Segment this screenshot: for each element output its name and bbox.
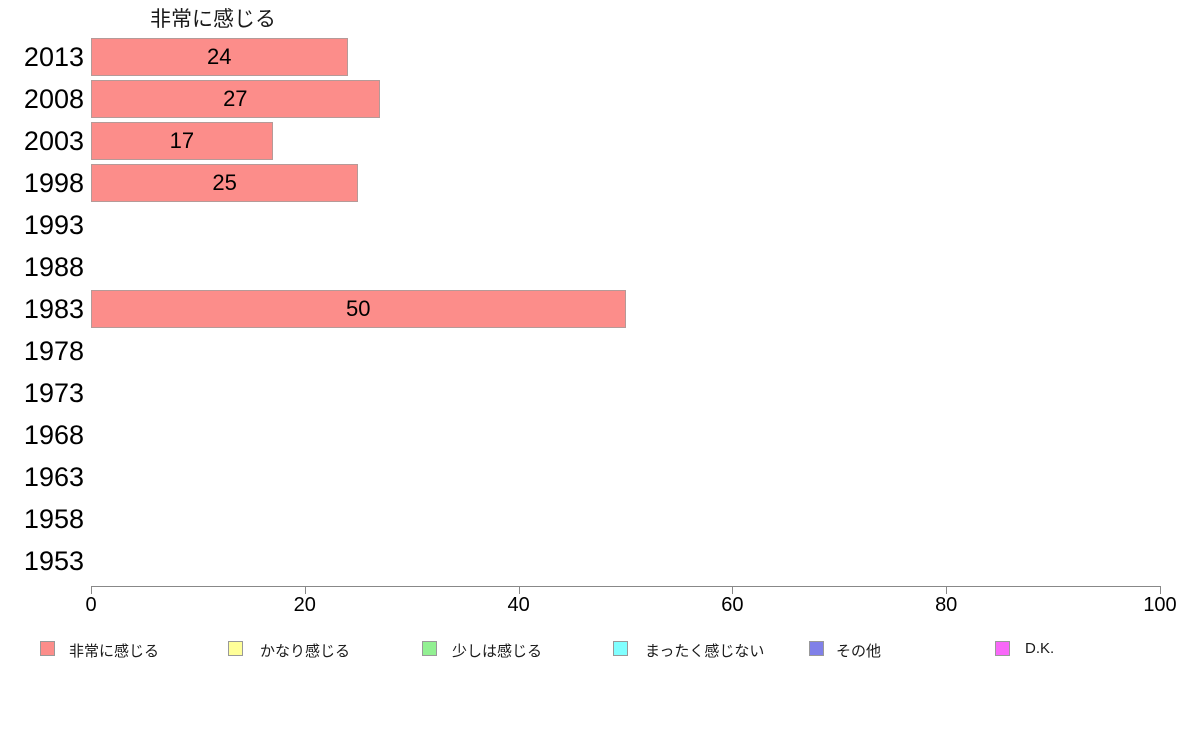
bar[interactable]: 25 bbox=[91, 164, 359, 202]
legend-item-label[interactable]: まったく感じない bbox=[645, 643, 765, 660]
bar-value-label: 24 bbox=[207, 44, 232, 69]
x-axis-tick bbox=[946, 586, 948, 594]
y-axis-label: 1993 bbox=[23, 209, 84, 240]
y-axis-label: 1963 bbox=[23, 461, 84, 492]
x-axis-tick bbox=[91, 586, 92, 594]
bar[interactable]: 50 bbox=[91, 290, 626, 328]
y-axis-label: 1968 bbox=[23, 419, 84, 450]
y-axis-label: 1983 bbox=[23, 293, 84, 324]
legend-swatch[interactable] bbox=[228, 641, 243, 656]
x-axis-tick bbox=[1160, 586, 1161, 594]
legend-swatch[interactable] bbox=[995, 641, 1010, 656]
bar[interactable]: 24 bbox=[91, 38, 348, 76]
legend-item-label[interactable]: 少しは感じる bbox=[452, 643, 543, 660]
y-axis-label: 2003 bbox=[23, 125, 84, 156]
legend-item-label[interactable]: その他 bbox=[836, 643, 882, 660]
legend-item-label[interactable]: D.K. bbox=[1025, 640, 1055, 657]
bar-value-label: 27 bbox=[223, 86, 248, 111]
y-axis-label: 1953 bbox=[23, 545, 84, 576]
x-axis-tick-label: 80 bbox=[935, 594, 958, 616]
bar-value-label: 25 bbox=[212, 170, 237, 195]
x-axis-tick bbox=[518, 586, 520, 594]
y-axis-label: 1958 bbox=[23, 503, 84, 534]
bar[interactable]: 17 bbox=[91, 122, 273, 160]
x-axis-tick-label: 100 bbox=[1143, 594, 1177, 616]
legend-swatch[interactable] bbox=[40, 641, 55, 656]
y-axis-label: 2013 bbox=[23, 41, 84, 72]
x-axis-tick-label: 20 bbox=[293, 594, 316, 616]
legend-swatch[interactable] bbox=[422, 641, 437, 656]
x-axis-tick-label: 0 bbox=[85, 594, 97, 616]
y-axis-label: 1988 bbox=[23, 251, 84, 282]
bar-value-label: 17 bbox=[169, 128, 195, 153]
y-axis-label: 1998 bbox=[23, 167, 84, 198]
x-axis-tick bbox=[304, 586, 306, 594]
bar-value-label: 50 bbox=[346, 296, 371, 321]
chart-title: 非常に感じる bbox=[150, 8, 276, 31]
legend-item-label[interactable]: かなり感じる bbox=[260, 643, 351, 660]
x-axis-tick-label: 60 bbox=[721, 594, 744, 616]
legend-swatch[interactable] bbox=[613, 641, 628, 656]
x-axis-tick bbox=[732, 586, 734, 594]
y-axis-label: 1978 bbox=[23, 335, 84, 366]
x-axis-line bbox=[91, 586, 1160, 587]
x-axis-tick-label: 40 bbox=[507, 594, 530, 616]
bar[interactable]: 27 bbox=[91, 80, 380, 118]
y-axis-label: 1973 bbox=[23, 377, 84, 408]
y-axis-label: 2008 bbox=[23, 83, 84, 114]
legend-swatch[interactable] bbox=[809, 641, 824, 656]
legend-item-label[interactable]: 非常に感じる bbox=[69, 643, 160, 660]
